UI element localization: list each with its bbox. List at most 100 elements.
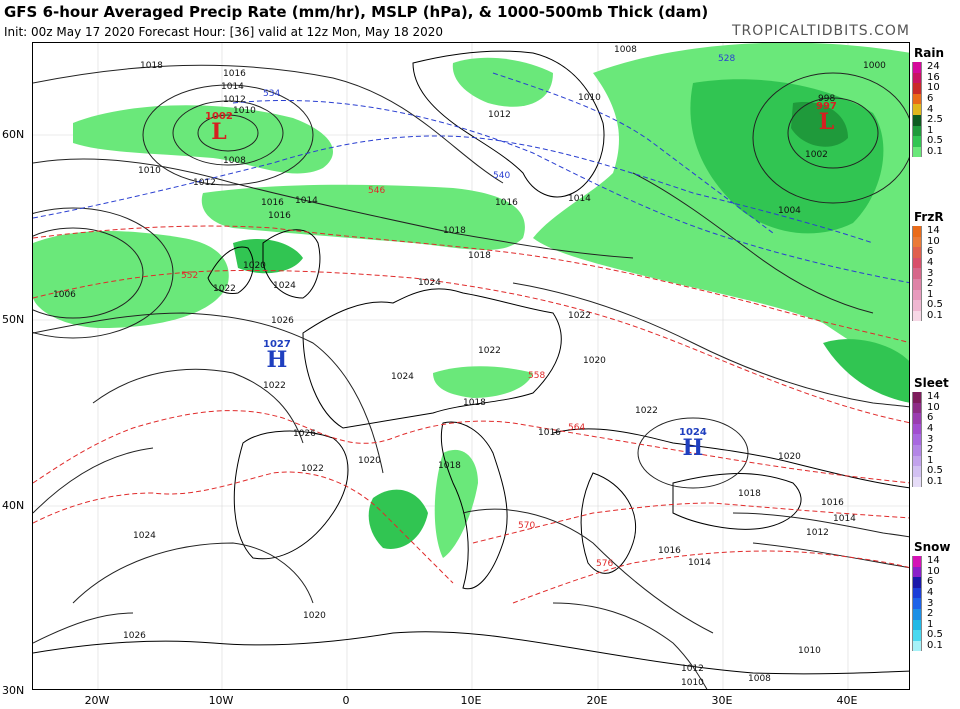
lon-label-0: 0	[342, 694, 350, 707]
map-title: GFS 6-hour Averaged Precip Rate (mm/hr),…	[4, 3, 709, 21]
legend-snow-row: 10	[912, 565, 958, 578]
isobar-label: 1012	[223, 95, 246, 105]
thickness-label: 570	[518, 521, 535, 531]
high-pressure-center: 1027 H	[263, 339, 291, 373]
legend-value-label: 4	[927, 103, 934, 115]
legend-value-label: 0.1	[927, 310, 943, 322]
low-pressure-center: 1002 L	[205, 111, 233, 145]
legend-frzr-row: 14	[912, 226, 958, 237]
legend-value-label: 0.5	[927, 629, 943, 641]
legend-frzr-row: 10	[912, 235, 958, 248]
legend-value-label: 14	[927, 391, 940, 403]
legend-snow-row: 4	[912, 588, 958, 599]
legend-frzr-row: 2	[912, 279, 958, 290]
legend-frzr-row: 0.1	[912, 311, 958, 322]
legend-sleet: Sleet 14 10 6 4 3 2 1 0.5 0.1	[912, 376, 958, 488]
rain-area	[823, 339, 909, 403]
isobar-label: 1012	[806, 528, 829, 538]
legend-swatch	[912, 62, 922, 73]
legend-value-label: 3	[927, 597, 934, 609]
rain-area	[434, 449, 478, 558]
rain-area	[73, 105, 333, 174]
isobar-label: 1014	[568, 194, 591, 204]
legend-swatch	[912, 236, 922, 248]
isobar-label: 1018	[443, 226, 466, 236]
thickness-label: 564	[568, 423, 585, 433]
legend-swatch	[912, 310, 922, 322]
isobar-label: 1014	[221, 82, 244, 92]
rain-area	[452, 57, 553, 107]
thickness-label: 558	[528, 371, 545, 381]
isobar-label: 1010	[681, 678, 704, 688]
thickness-label: 552	[181, 271, 198, 281]
legend-value-label: 10	[927, 82, 940, 94]
legend-swatch	[912, 392, 922, 403]
isobars	[33, 64, 909, 689]
legend-value-label: 2.5	[927, 114, 943, 126]
legend-snow-row: 0.5	[912, 630, 958, 641]
legend-value-label: 10	[927, 401, 940, 413]
legend-swatch	[912, 257, 922, 269]
legend-swatch	[912, 125, 922, 137]
rain-area	[791, 102, 848, 147]
isobar-label: 1018	[463, 398, 486, 408]
legend-rain-row: 10	[912, 83, 958, 94]
low-symbol-icon: L	[818, 109, 835, 135]
legend-swatch	[912, 444, 922, 456]
isobar-label: 1026	[293, 429, 316, 439]
precip-rain-areas	[33, 43, 909, 558]
legend-value-label: 6	[927, 576, 934, 588]
legend-value-label: 0.5	[927, 299, 943, 311]
rain-area	[233, 238, 303, 274]
isobar-label: 1022	[635, 406, 658, 416]
isobar-label: 1022	[263, 381, 286, 391]
thickness-contours	[33, 72, 909, 604]
thickness-label: 534	[263, 89, 280, 99]
isobar-label: 1022	[568, 311, 591, 321]
legend-snow-row: 14	[912, 556, 958, 567]
lat-label-40n: 40N	[2, 499, 25, 512]
legend-value-label: 2	[927, 278, 934, 290]
legend-swatch	[912, 434, 922, 445]
thickness-label: 576	[596, 559, 613, 569]
legend-rain-row: 16	[912, 72, 958, 84]
rain-area	[433, 366, 533, 398]
legend-snow: Snow 14 10 6 4 3 2 1 0.5 0.1	[912, 540, 958, 652]
legend-sleet-row: 6	[912, 413, 958, 424]
isobar-label: 998	[818, 94, 835, 104]
legend-swatch	[912, 577, 922, 588]
legend-value-label: 0.5	[927, 135, 943, 147]
legend-value-label: 0.1	[927, 640, 943, 652]
low-symbol-icon: L	[211, 119, 227, 145]
isobar-label: 1016	[268, 211, 291, 221]
legend-snow-row: 2	[912, 609, 958, 620]
high-pressure-center: 1024 H	[679, 427, 707, 461]
legend-swatch	[912, 566, 922, 578]
thickness-label: 546	[368, 186, 385, 196]
map-subtitle: Init: 00z May 17 2020 Forecast Hour: [36…	[4, 25, 444, 39]
legend-swatch	[912, 278, 922, 290]
isobar-label: 1012	[681, 664, 704, 674]
legend-value-label: 10	[927, 565, 940, 577]
legend-value-label: 4	[927, 587, 934, 599]
lat-label-60n: 60N	[2, 128, 25, 141]
legend-value-label: 10	[927, 235, 940, 247]
legend-swatch	[912, 455, 922, 467]
weather-map: 1018 1016 1014 1012 1010 1008 1010 1012 …	[32, 42, 910, 690]
lon-label-10e: 10E	[460, 694, 482, 707]
isobar-label: 1010	[578, 93, 601, 103]
isobar-label: 1018	[738, 489, 761, 499]
isobar-label: 1016	[223, 69, 246, 79]
isobar-label: 1024	[391, 372, 414, 382]
map-header: GFS 6-hour Averaged Precip Rate (mm/hr),…	[0, 0, 960, 42]
legend-swatch	[912, 83, 922, 94]
legend-swatch	[912, 136, 922, 147]
lat-label-50n: 50N	[2, 313, 25, 326]
thickness-labels: 528 534 540 546 552 558 564 570 576	[181, 54, 735, 569]
legend-swatch	[912, 423, 922, 435]
legend-value-label: 1	[927, 618, 934, 630]
high-symbol-icon: H	[266, 347, 288, 373]
legend-frzr-title: FrzR	[914, 210, 944, 224]
legend-rain-row: 0.1	[912, 147, 958, 158]
isobar-labels: 1018 1016 1014 1012 1010 1008 1010 1012 …	[53, 45, 886, 688]
